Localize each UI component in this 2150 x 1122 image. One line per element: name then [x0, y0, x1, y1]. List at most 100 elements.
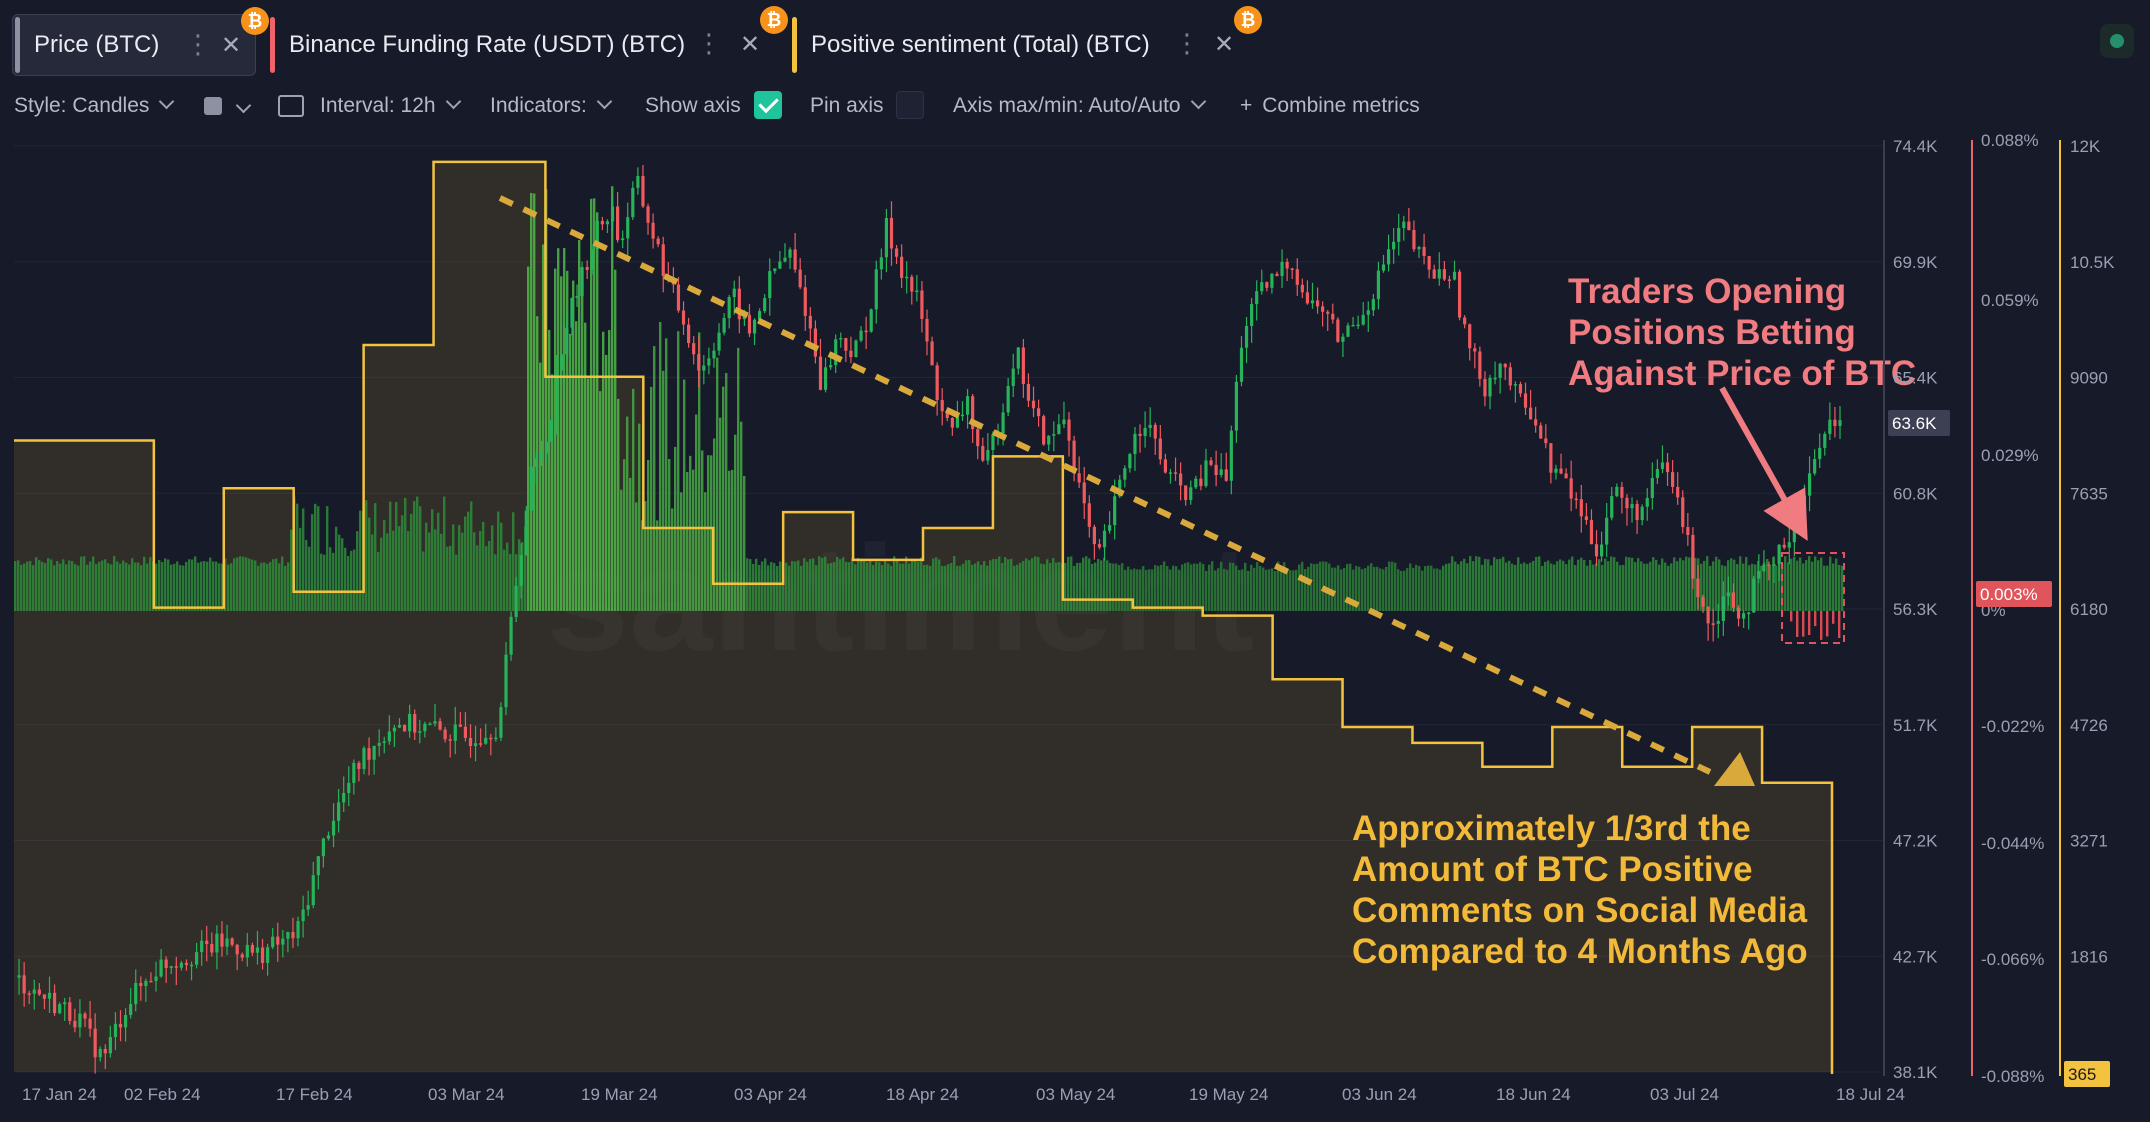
- tab-price-close-icon[interactable]: ✕: [221, 32, 242, 59]
- price-candle: [1361, 314, 1365, 325]
- funding-bar: [461, 532, 464, 611]
- funding-bar: [938, 559, 941, 611]
- funding-bar: [290, 529, 293, 611]
- funding-bar: [1259, 565, 1262, 611]
- funding-bar: [860, 560, 863, 611]
- funding-bar: [830, 562, 833, 611]
- funding-bar: [1799, 557, 1802, 611]
- tab-funding-rate[interactable]: Binance Funding Rate (USDT) (BTC) ⋮ ✕ ₿: [268, 6, 788, 76]
- funding-bar: [1487, 559, 1490, 611]
- funding-bar: [1547, 560, 1550, 611]
- price-candle: [184, 962, 189, 966]
- funding-bar: [1616, 561, 1619, 611]
- funding-bar: [1307, 566, 1310, 611]
- x-tick-label: 02 Feb 24: [124, 1085, 201, 1104]
- funding-bar: [35, 557, 38, 611]
- price-candle: [519, 555, 523, 586]
- show-axis-checkbox[interactable]: [754, 91, 782, 119]
- funding-bar: [707, 455, 710, 611]
- pin-axis-checkbox[interactable]: [896, 91, 924, 119]
- funding-bar: [23, 563, 26, 611]
- funding-bar: [281, 556, 284, 611]
- tab-price-menu-icon[interactable]: ⋮: [185, 29, 211, 59]
- funding-bar: [1058, 562, 1061, 611]
- price-candle: [702, 365, 706, 371]
- funding-bar: [1820, 557, 1823, 611]
- funding-bar: [1403, 570, 1406, 611]
- funding-bar: [1796, 560, 1799, 611]
- funding-bar: [1073, 565, 1076, 611]
- funding-bar: [728, 470, 731, 611]
- interval-dropdown[interactable]: Interval: 12h: [320, 93, 461, 118]
- price-candle: [651, 222, 655, 239]
- funding-bar: [386, 533, 389, 611]
- price-candle: [1620, 486, 1624, 498]
- price-candle: [1432, 269, 1436, 279]
- funding-bar: [224, 558, 227, 611]
- funding-bar: [962, 563, 965, 611]
- price-candle: [1452, 271, 1457, 280]
- funding-bar: [1589, 559, 1592, 611]
- funding-bar: [1157, 565, 1160, 611]
- funding-bar: [971, 564, 974, 611]
- color-swatch-icon[interactable]: [204, 97, 222, 115]
- tab-sentiment-close-icon[interactable]: ✕: [1214, 31, 1235, 58]
- funding-bar: [896, 559, 899, 611]
- price-candle: [1757, 571, 1761, 579]
- funding-bar: [1271, 568, 1274, 611]
- price-candle: [1681, 497, 1685, 528]
- funding-bar: [1568, 559, 1571, 611]
- funding-bar: [326, 506, 329, 611]
- price-candle: [367, 748, 371, 760]
- x-tick-label: 18 Jul 24: [1836, 1085, 1905, 1104]
- x-tick-label: 03 Apr 24: [734, 1085, 807, 1104]
- tab-funding-close-icon[interactable]: ✕: [740, 31, 761, 58]
- indicators-dropdown[interactable]: Indicators:: [490, 93, 613, 118]
- axis-range-dropdown[interactable]: Axis max/min: Auto/Auto: [953, 93, 1206, 118]
- price-candle: [1397, 228, 1401, 242]
- axis-range-label: Axis max/min: Auto/Auto: [953, 94, 1181, 117]
- funding-bar: [401, 515, 404, 611]
- price-candle: [514, 585, 518, 617]
- funding-bar: [818, 556, 821, 611]
- price-candle: [32, 989, 36, 994]
- tab-funding-bitcoin-icon: ₿: [760, 6, 788, 34]
- funding-bar: [206, 561, 209, 611]
- funding-bar: [1025, 558, 1028, 611]
- price-candle: [1701, 597, 1705, 607]
- funding-bar: [518, 539, 521, 611]
- tab-price[interactable]: Price (BTC) ⋮ ✕ ₿: [12, 7, 269, 76]
- funding-bar: [1331, 567, 1334, 611]
- funding-bar: [809, 558, 812, 611]
- price-candle: [1214, 464, 1218, 476]
- tab-positive-sentiment[interactable]: Positive sentiment (Total) (BTC) ⋮ ✕ ₿: [790, 6, 1262, 76]
- price-candle: [1087, 503, 1091, 527]
- funding-bar: [323, 554, 326, 611]
- funding-bar: [272, 559, 275, 611]
- funding-bar: [743, 476, 746, 611]
- combine-metrics-button[interactable]: + Combine metrics: [1240, 94, 1420, 118]
- funding-bar: [1607, 561, 1610, 611]
- funding-bar: [899, 563, 902, 611]
- funding-bar: [1217, 568, 1220, 611]
- funding-bar: [1565, 564, 1568, 611]
- funding-bar: [1625, 556, 1628, 611]
- tab-funding-menu-icon[interactable]: ⋮: [696, 28, 722, 58]
- funding-bar: [425, 522, 428, 611]
- price-candle: [1498, 363, 1502, 378]
- price-candle: [1630, 504, 1634, 509]
- price-candle: [1483, 378, 1487, 397]
- price-candle: [752, 319, 757, 334]
- status-indicator-icon[interactable]: [2100, 24, 2134, 58]
- funding-bar: [509, 554, 512, 611]
- funding-bar: [1778, 559, 1781, 611]
- price-candle: [1371, 299, 1375, 311]
- funding-bar: [65, 564, 68, 611]
- tab-sentiment-menu-icon[interactable]: ⋮: [1174, 28, 1200, 58]
- funding-bar: [170, 564, 173, 611]
- funding-bar: [446, 546, 449, 611]
- price-candle: [1752, 578, 1756, 613]
- price-candle: [103, 1048, 107, 1054]
- style-dropdown[interactable]: Style: Candles: [14, 93, 175, 118]
